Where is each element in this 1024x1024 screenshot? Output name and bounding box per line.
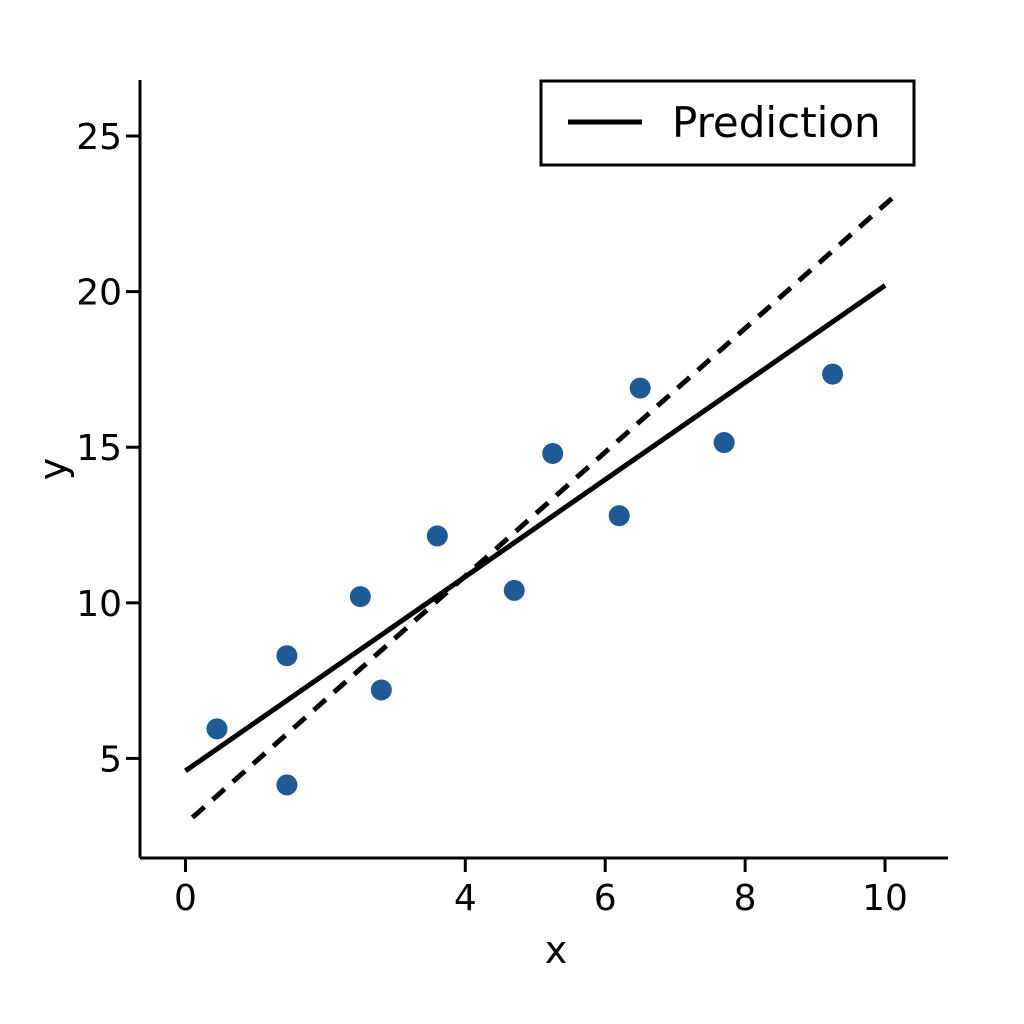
data-point <box>713 432 735 454</box>
y-tick-label: 5 <box>99 739 122 780</box>
x-tick-label: 4 <box>454 878 477 919</box>
data-point <box>370 679 392 701</box>
legend: Prediction <box>539 79 916 167</box>
x-axis-label: x <box>545 928 568 972</box>
data-point <box>349 586 371 608</box>
data-point <box>822 363 844 385</box>
data-points <box>206 363 844 796</box>
x-tick-label: 10 <box>862 878 908 919</box>
y-axis-label: y <box>31 458 75 481</box>
y-tick-label: 10 <box>76 584 122 625</box>
data-point <box>276 774 298 796</box>
data-point <box>542 442 564 464</box>
data-point <box>629 377 651 399</box>
x-tick-label: 0 <box>174 878 197 919</box>
axes <box>138 80 948 860</box>
y-tick-label: 20 <box>76 273 122 314</box>
y-tick-label: 15 <box>76 428 122 469</box>
x-tick-label: 6 <box>594 878 617 919</box>
prediction-line <box>184 283 887 773</box>
x-tick-label: 8 <box>734 878 757 919</box>
data-point <box>426 525 448 547</box>
y-tick-label: 25 <box>76 117 122 158</box>
data-point <box>276 645 298 667</box>
data-point <box>206 718 228 740</box>
fit-lines <box>184 193 898 820</box>
y-ticks: 5 10 15 20 25 <box>76 117 140 780</box>
x-ticks: 0 4 6 8 10 <box>174 858 908 919</box>
dashed-line <box>190 193 898 820</box>
data-point <box>608 505 630 527</box>
legend-label-prediction: Prediction <box>672 98 881 147</box>
data-point <box>503 579 525 601</box>
